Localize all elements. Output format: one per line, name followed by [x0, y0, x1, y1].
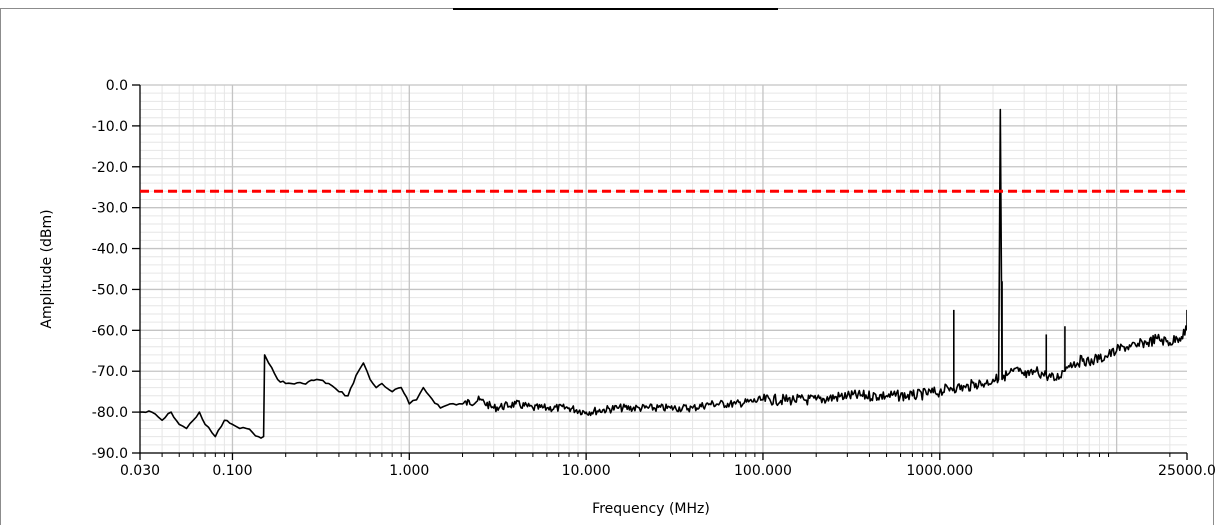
x-tick-label: 0.100: [212, 463, 252, 479]
minor-grid: [139, 85, 1187, 453]
spectrum-trace: [140, 108, 1187, 439]
y-tick-label: -50.0: [92, 282, 128, 298]
x-tick-label: 1000.000: [906, 463, 973, 479]
spur-lines: [952, 281, 1187, 388]
y-tick-label: -60.0: [92, 323, 128, 339]
y-tick-label: -80.0: [92, 405, 128, 421]
y-axis-label: Amplitude (dBm): [39, 209, 55, 328]
y-tick-label: -90.0: [92, 446, 128, 462]
chart-title-tab: [453, 0, 778, 10]
x-axis-ticks: 0.030 0.100 1.000 10.000 100.000 1000.000 2500…: [120, 453, 1216, 479]
y-tick-label: 0.0: [106, 78, 128, 94]
x-tick-label: 25000.0: [1158, 463, 1216, 479]
plot-area: [140, 85, 1187, 453]
x-tick-label: 10.000: [562, 463, 611, 479]
x-tick-label: 1.000: [389, 463, 429, 479]
axes: [139, 85, 1187, 454]
y-axis-ticks: 0.0 -10.0 -20.0 -30.0 -40.0 -50.0 -60.0 -70.0 -8…: [92, 78, 140, 462]
x-tick-label: 100.000: [734, 463, 792, 479]
y-tick-label: -70.0: [92, 364, 128, 380]
x-axis-label: Frequency (MHz): [592, 501, 710, 517]
y-tick-label: -20.0: [92, 160, 128, 176]
y-tick-label: -40.0: [92, 242, 128, 258]
x-tick-label: 0.030: [120, 463, 160, 479]
y-tick-label: -30.0: [92, 201, 128, 217]
y-tick-label: -10.0: [92, 119, 128, 135]
